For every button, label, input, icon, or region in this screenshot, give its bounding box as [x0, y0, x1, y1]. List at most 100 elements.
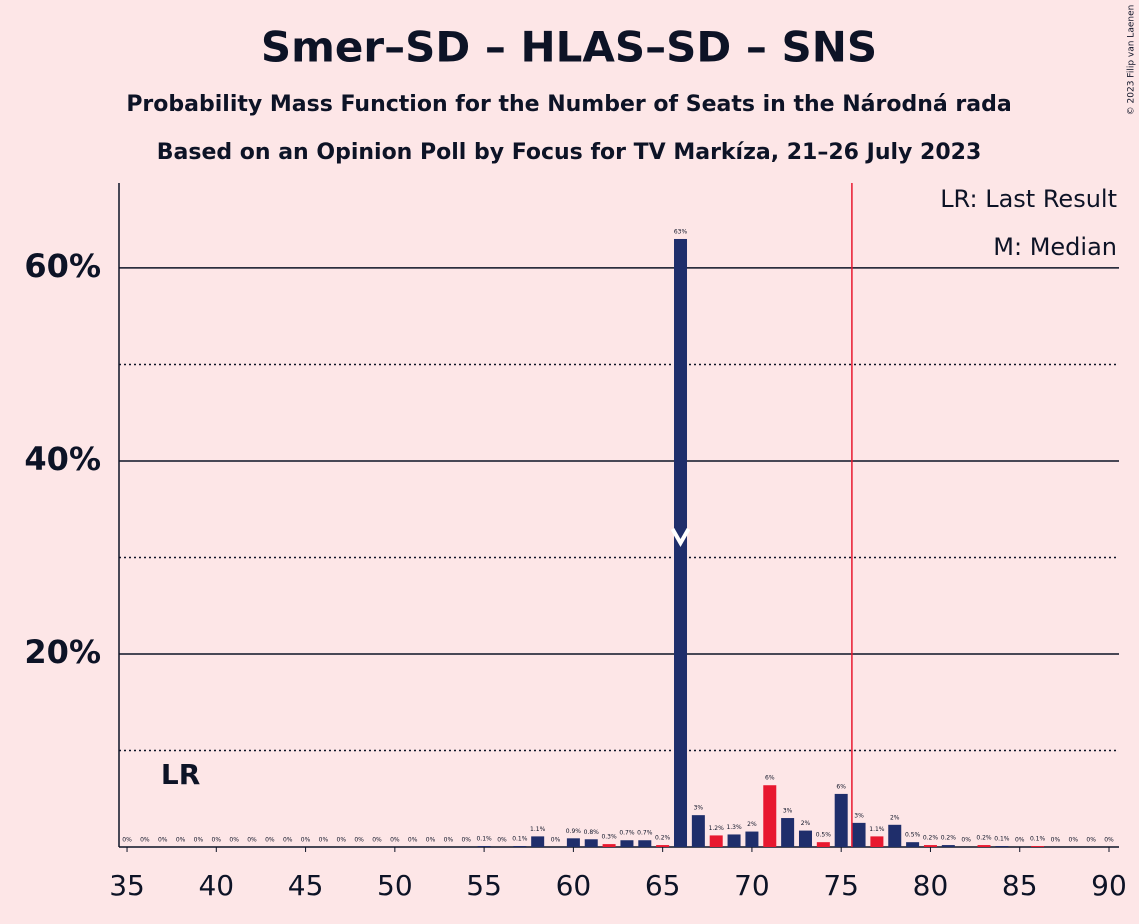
- x-tick-label: 55: [466, 869, 502, 902]
- bar: [834, 793, 848, 847]
- bar: [691, 815, 705, 847]
- bar: [477, 846, 491, 847]
- copyright: © 2023 Filip van Laenen: [1127, 5, 1137, 116]
- value-label: 0%: [408, 837, 418, 844]
- value-label: 0.2%: [976, 835, 992, 842]
- bar: [870, 836, 884, 847]
- bar: [602, 844, 616, 847]
- legend-entry: LR: Last Result: [940, 185, 1117, 213]
- value-label: 1.1%: [869, 826, 885, 833]
- value-label: 0%: [444, 837, 454, 844]
- x-tick-label: 50: [377, 869, 413, 902]
- value-label: 0.3%: [601, 834, 617, 841]
- bar: [816, 842, 830, 847]
- value-label: 0%: [426, 837, 436, 844]
- value-label: 0%: [461, 837, 471, 844]
- value-label: 0.1%: [994, 836, 1010, 843]
- value-label: 1.1%: [530, 826, 546, 833]
- chart-title: Smer–SD – HLAS–SD – SNS: [261, 23, 877, 72]
- value-label: 0%: [247, 837, 257, 844]
- value-label: 0%: [337, 837, 347, 844]
- value-label: 0%: [1104, 837, 1114, 844]
- value-label: 0%: [140, 837, 150, 844]
- value-label: 0%: [390, 837, 400, 844]
- value-label: 3%: [694, 805, 704, 812]
- chart-subtitle: Based on an Opinion Poll by Focus for TV…: [157, 140, 982, 165]
- legend-entry: M: Median: [993, 233, 1117, 261]
- value-label: 2%: [747, 821, 757, 828]
- bar: [727, 834, 741, 847]
- bar: [995, 846, 1009, 847]
- bar: [745, 831, 759, 847]
- bar: [709, 835, 723, 847]
- value-label: 0%: [551, 837, 561, 844]
- bar: [638, 840, 652, 847]
- value-label: 0.2%: [923, 835, 939, 842]
- value-label: 0%: [354, 837, 364, 844]
- value-label: 0%: [194, 837, 204, 844]
- x-tick-label: 45: [288, 869, 324, 902]
- value-label: 0%: [1051, 837, 1061, 844]
- value-label: 0%: [158, 837, 168, 844]
- bar: [977, 845, 991, 847]
- last-result-marker: LR: [161, 758, 200, 791]
- value-label: 0%: [301, 837, 311, 844]
- value-label: 0.5%: [816, 832, 832, 839]
- value-label: 2%: [801, 820, 811, 827]
- value-label: 0.7%: [619, 830, 635, 837]
- bar: [584, 839, 598, 847]
- bar: [620, 840, 634, 847]
- bar: [798, 830, 812, 847]
- y-tick-label: 40%: [24, 440, 101, 478]
- value-label: 0%: [1015, 837, 1025, 844]
- y-tick-label: 60%: [24, 247, 101, 285]
- value-label: 0%: [229, 837, 239, 844]
- value-label: 6%: [836, 783, 846, 790]
- median-marker: [670, 527, 691, 548]
- value-label: 3%: [783, 808, 793, 815]
- value-label: 3%: [854, 812, 864, 819]
- bar: [1031, 846, 1045, 847]
- bar: [906, 842, 920, 847]
- x-tick-label: 85: [1002, 869, 1038, 902]
- chart-subtitle: Probability Mass Function for the Number…: [126, 92, 1011, 117]
- bar: [923, 845, 937, 847]
- x-tick-label: 90: [1091, 869, 1127, 902]
- x-tick-label: 65: [645, 869, 681, 902]
- value-label: 0%: [319, 837, 329, 844]
- x-tick-label: 80: [913, 869, 949, 902]
- value-label: 0.2%: [941, 835, 957, 842]
- bar: [852, 822, 866, 847]
- x-tick-label: 35: [109, 869, 145, 902]
- x-tick-label: 40: [198, 869, 234, 902]
- value-label: 0%: [497, 837, 507, 844]
- bar: [781, 818, 795, 847]
- bar: [566, 838, 580, 847]
- value-label: 0.5%: [905, 832, 921, 839]
- x-tick-label: 70: [734, 869, 770, 902]
- value-label: 0%: [122, 837, 132, 844]
- value-label: 1.2%: [709, 825, 725, 832]
- bar: [888, 824, 902, 847]
- value-label: 0.2%: [655, 835, 671, 842]
- value-label: 0.9%: [566, 828, 582, 835]
- value-label: 0%: [212, 837, 222, 844]
- value-label: 0%: [961, 837, 971, 844]
- value-label: 0.1%: [1030, 836, 1046, 843]
- value-label: 0.7%: [637, 830, 653, 837]
- bar: [513, 846, 527, 847]
- bar: [656, 845, 670, 847]
- value-label: 1.3%: [726, 824, 742, 831]
- value-label: 2%: [890, 814, 900, 821]
- x-tick-label: 60: [556, 869, 592, 902]
- x-tick-label: 75: [823, 869, 859, 902]
- value-label: 0%: [176, 837, 186, 844]
- value-label: 0.1%: [476, 836, 492, 843]
- bar: [531, 836, 545, 847]
- value-label: 0%: [372, 837, 382, 844]
- value-label: 0%: [283, 837, 293, 844]
- bar: [763, 785, 777, 847]
- value-label: 63%: [674, 228, 688, 235]
- value-label: 6%: [765, 775, 775, 782]
